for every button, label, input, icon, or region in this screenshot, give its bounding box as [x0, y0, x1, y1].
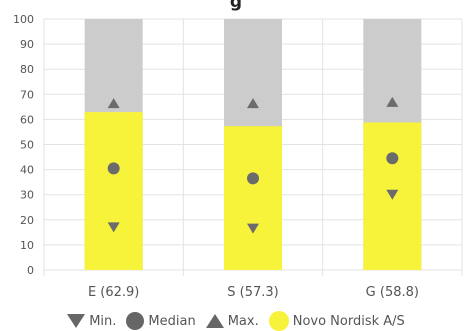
median-marker	[107, 162, 120, 175]
triangle-down-icon	[67, 314, 86, 328]
yellow-circle-icon	[268, 311, 289, 331]
y-tick-label: 30	[20, 189, 34, 202]
x-category-label: S (57.3)	[227, 285, 278, 300]
max-marker	[247, 98, 259, 109]
y-tick-label: 40	[20, 164, 34, 177]
min-marker	[107, 222, 120, 233]
y-tick-label: 70	[20, 88, 34, 101]
y-tick-label: 90	[20, 38, 34, 51]
x-category-label: E (62.9)	[88, 285, 139, 300]
x-category-label: G (58.8)	[366, 285, 419, 300]
chart-legend: Min. Median Max. Novo Nordisk A/S	[0, 311, 472, 331]
y-tick-label: 60	[20, 113, 34, 126]
legend-label-min: Min.	[89, 313, 117, 329]
triangle-up-icon	[205, 314, 224, 328]
legend-item-series: Novo Nordisk A/S	[268, 311, 405, 331]
y-tick-label: 10	[20, 239, 34, 252]
value-bar	[84, 112, 143, 270]
legend-label-series: Novo Nordisk A/S	[292, 313, 405, 329]
y-tick-label: 0	[27, 264, 34, 277]
max-marker	[386, 96, 399, 107]
y-tick-label: 50	[20, 139, 34, 152]
min-marker	[247, 223, 259, 234]
legend-label-max: Max.	[227, 313, 259, 329]
circle-icon	[126, 312, 145, 330]
median-marker	[247, 172, 259, 185]
y-tick-label: 100	[13, 13, 34, 26]
legend-item-min: Min.	[67, 314, 116, 329]
chart-title: g	[229, 0, 243, 12]
y-tick-label: 80	[20, 63, 34, 76]
legend-label-median: Median	[148, 313, 196, 329]
legend-item-median: Median	[126, 312, 196, 330]
y-tick-label: 20	[20, 214, 34, 227]
legend-item-max: Max.	[205, 313, 259, 329]
median-marker	[386, 152, 399, 165]
max-marker	[107, 98, 120, 109]
min-marker	[386, 189, 399, 200]
value-bar	[224, 126, 282, 270]
